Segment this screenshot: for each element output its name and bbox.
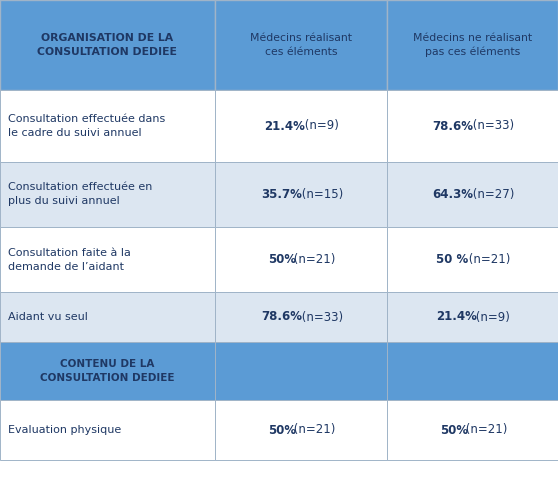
Bar: [215, 90, 387, 162]
Bar: [215, 342, 387, 400]
Bar: [0, 342, 215, 400]
Text: ORGANISATION DE LA
CONSULTATION DEDIEE: ORGANISATION DE LA CONSULTATION DEDIEE: [37, 33, 177, 57]
Text: Consultation effectuée dans
le cadre du suivi annuel: Consultation effectuée dans le cadre du …: [8, 114, 165, 138]
Text: 78.6%: 78.6%: [261, 311, 302, 324]
Bar: [215, 0, 387, 90]
Text: 50%: 50%: [268, 253, 296, 266]
Text: 50 %: 50 %: [436, 253, 469, 266]
Bar: [387, 0, 558, 90]
Text: (n=21): (n=21): [290, 253, 335, 266]
Text: Médecins réalisant
ces éléments: Médecins réalisant ces éléments: [250, 33, 352, 57]
Bar: [387, 342, 558, 400]
Text: (n=33): (n=33): [469, 119, 514, 132]
Text: Aidant vu seul: Aidant vu seul: [8, 312, 88, 322]
Text: (n=21): (n=21): [462, 424, 507, 437]
Text: 50%: 50%: [268, 424, 296, 437]
Bar: [0, 400, 215, 460]
Bar: [215, 400, 387, 460]
Text: (n=21): (n=21): [290, 424, 335, 437]
Bar: [0, 227, 215, 292]
Text: (n=21): (n=21): [465, 253, 511, 266]
Bar: [387, 400, 558, 460]
Text: 21.4%: 21.4%: [436, 311, 477, 324]
Bar: [0, 90, 215, 162]
Text: Evaluation physique: Evaluation physique: [8, 425, 121, 435]
Text: (n=33): (n=33): [297, 311, 343, 324]
Bar: [0, 292, 215, 342]
Bar: [387, 227, 558, 292]
Text: (n=9): (n=9): [472, 311, 510, 324]
Text: (n=15): (n=15): [297, 188, 343, 201]
Bar: [215, 292, 387, 342]
Text: CONTENU DE LA
CONSULTATION DEDIEE: CONTENU DE LA CONSULTATION DEDIEE: [40, 359, 175, 383]
Text: Consultation faite à la
demande de l’aidant: Consultation faite à la demande de l’aid…: [8, 247, 131, 271]
Bar: [387, 90, 558, 162]
Text: 21.4%: 21.4%: [264, 119, 305, 132]
Text: 50%: 50%: [440, 424, 468, 437]
Text: 78.6%: 78.6%: [432, 119, 474, 132]
Text: Consultation effectuée en
plus du suivi annuel: Consultation effectuée en plus du suivi …: [8, 183, 152, 207]
Bar: [215, 162, 387, 227]
Bar: [387, 292, 558, 342]
Bar: [387, 162, 558, 227]
Bar: [215, 227, 387, 292]
Text: (n=27): (n=27): [469, 188, 514, 201]
Text: Médecins ne réalisant
pas ces éléments: Médecins ne réalisant pas ces éléments: [413, 33, 532, 57]
Bar: [0, 162, 215, 227]
Bar: [0, 0, 215, 90]
Text: (n=9): (n=9): [301, 119, 339, 132]
Text: 35.7%: 35.7%: [261, 188, 302, 201]
Text: 64.3%: 64.3%: [432, 188, 474, 201]
